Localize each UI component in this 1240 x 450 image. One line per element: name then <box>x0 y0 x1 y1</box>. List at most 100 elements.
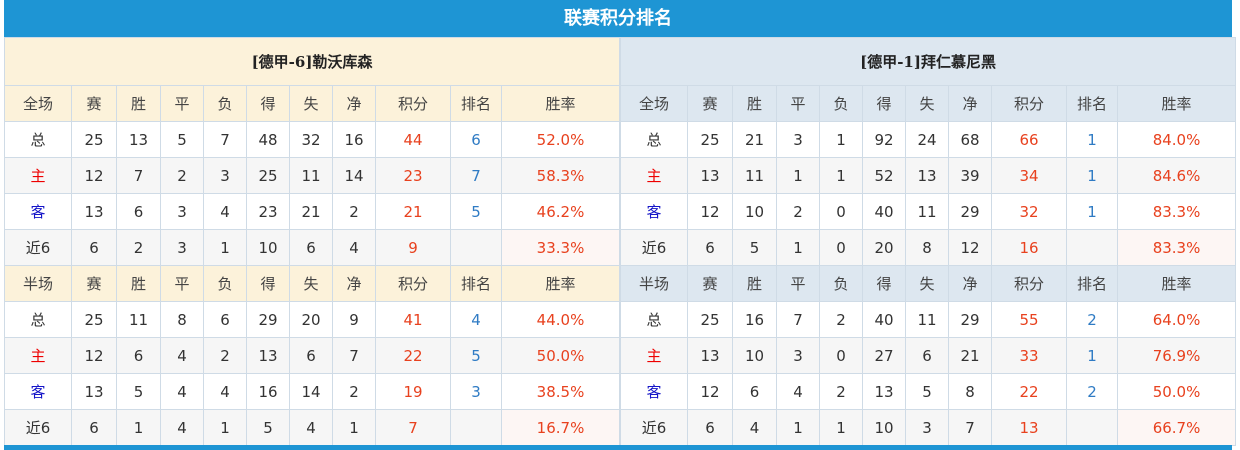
cell: 33 <box>991 337 1067 374</box>
team-name: [德甲-1]拜仁慕尼黑 <box>619 37 1237 86</box>
cell: 34 <box>991 157 1067 194</box>
column-header: 平 <box>160 85 204 122</box>
cell: 7 <box>375 409 451 446</box>
cell: 22 <box>991 373 1067 410</box>
cell: 12 <box>71 157 117 194</box>
cell: 6 <box>203 301 247 338</box>
cell: 4 <box>732 409 777 446</box>
standings-title: 联赛积分排名 <box>4 0 1232 37</box>
cell: 2 <box>1066 301 1118 338</box>
cell: 13 <box>246 337 290 374</box>
column-header: 净 <box>332 265 376 302</box>
cell: 1 <box>1066 121 1118 158</box>
cell: 27 <box>862 337 906 374</box>
cell: 40 <box>862 301 906 338</box>
row-label: 总 <box>4 121 72 158</box>
cell: 13 <box>71 373 117 410</box>
row-label: 近6 <box>4 229 72 266</box>
cell: 7 <box>332 337 376 374</box>
column-header: 胜率 <box>501 85 620 122</box>
table-row: 近6 6 5 1 0 20 8 12 16 83.3% <box>620 229 1237 266</box>
cell: 3 <box>203 157 247 194</box>
cell: 1 <box>1066 337 1118 374</box>
row-label: 总 <box>620 121 688 158</box>
cell: 11 <box>905 301 949 338</box>
column-header: 得 <box>246 85 290 122</box>
cell: 4 <box>776 373 820 410</box>
cell: 4 <box>450 301 502 338</box>
cell: 2 <box>160 157 204 194</box>
cell: 3 <box>450 373 502 410</box>
column-header: 胜率 <box>1116 85 1237 122</box>
cell: 11 <box>905 193 949 230</box>
cell: 9 <box>375 229 451 266</box>
cell: 44 <box>375 121 451 158</box>
cell: 92 <box>862 121 906 158</box>
cell: 12 <box>948 229 992 266</box>
cell: 16 <box>246 373 290 410</box>
cell: 5 <box>246 409 290 446</box>
cell: 11 <box>289 157 333 194</box>
cell: 6 <box>905 337 949 374</box>
cell: 10 <box>246 229 290 266</box>
cell: 66 <box>991 121 1067 158</box>
column-header: 胜 <box>732 85 777 122</box>
cell: 5 <box>732 229 777 266</box>
cell: 1 <box>332 409 376 446</box>
cell: 6 <box>71 409 117 446</box>
cell: 19 <box>375 373 451 410</box>
section-label: 半场 <box>620 265 688 302</box>
column-header: 负 <box>819 265 863 302</box>
header-row: 全场赛胜平负得失净积分 排名 胜率 <box>4 85 620 122</box>
row-label: 客 <box>620 373 688 410</box>
cell: 2 <box>203 337 247 374</box>
column-header: 失 <box>289 265 333 302</box>
row-label: 近6 <box>620 409 688 446</box>
cell: 3 <box>776 337 820 374</box>
column-header: 负 <box>203 265 247 302</box>
column-header: 失 <box>289 85 333 122</box>
table-row: 近6 6 2 3 1 10 6 4 9 33.3% <box>4 229 620 266</box>
cell: 41 <box>375 301 451 338</box>
column-header: 胜率 <box>501 265 620 302</box>
cell: 21 <box>948 337 992 374</box>
cell: 10 <box>732 193 777 230</box>
team-standings-home: [德甲-6]勒沃库森 全场赛胜平负得失净积分 排名 胜率总 25 13 5 7 48 32 16 44… <box>4 37 620 446</box>
column-header: 失 <box>905 265 949 302</box>
cell: 8 <box>905 229 949 266</box>
cell: 52 <box>862 157 906 194</box>
cell: 6 <box>687 229 733 266</box>
cell: 4 <box>203 193 247 230</box>
cell: 13 <box>905 157 949 194</box>
cell: 1 <box>1066 157 1118 194</box>
cell: 4 <box>332 229 376 266</box>
cell: 2 <box>1066 373 1118 410</box>
column-header: 积分 <box>991 85 1067 122</box>
cell: 39 <box>948 157 992 194</box>
cell: 25 <box>246 157 290 194</box>
column-header: 得 <box>862 265 906 302</box>
team-name: [德甲-6]勒沃库森 <box>4 37 620 86</box>
table-row: 主 13 11 1 1 52 13 39 34 1 84.6% <box>620 157 1237 194</box>
cell: 7 <box>450 157 502 194</box>
column-header: 净 <box>948 85 992 122</box>
section-label: 全场 <box>620 85 688 122</box>
cell: 16 <box>991 229 1067 266</box>
table-row: 客 12 6 4 2 13 5 8 22 2 50.0% <box>620 373 1237 410</box>
cell: 11 <box>732 157 777 194</box>
cell: 1 <box>203 229 247 266</box>
cell: 6 <box>732 373 777 410</box>
cell: 5 <box>905 373 949 410</box>
cell: 50.0% <box>501 337 620 374</box>
cell: 1 <box>116 409 161 446</box>
column-header: 胜 <box>732 265 777 302</box>
cell: 23 <box>246 193 290 230</box>
row-label: 总 <box>620 301 688 338</box>
column-header: 净 <box>948 265 992 302</box>
cell: 3 <box>905 409 949 446</box>
cell: 4 <box>160 373 204 410</box>
cell: 10 <box>862 409 906 446</box>
column-header: 积分 <box>375 265 451 302</box>
column-header: 积分 <box>991 265 1067 302</box>
column-header: 赛 <box>687 265 733 302</box>
